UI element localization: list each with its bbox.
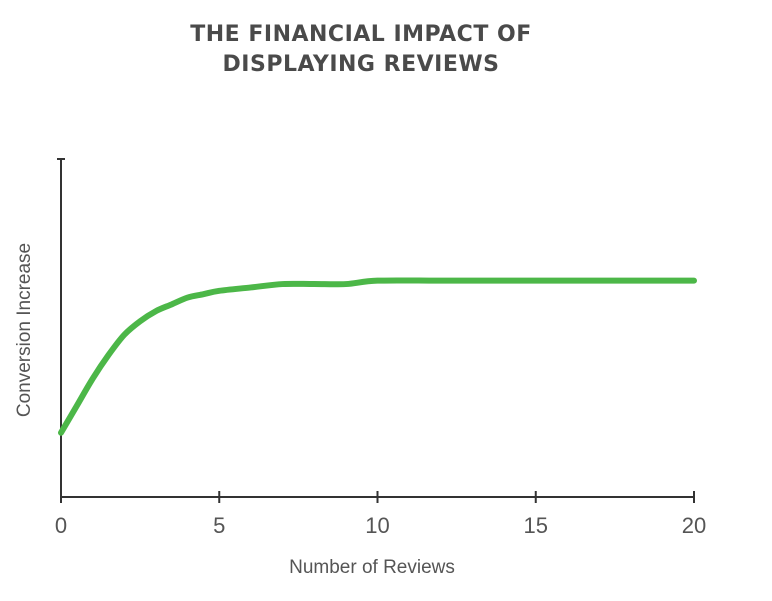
chart-title: THE FINANCIAL IMPACT OF DISPLAYING REVIE… — [0, 20, 722, 80]
x-tick-label: 20 — [682, 513, 706, 538]
x-tick-label: 15 — [524, 513, 548, 538]
axes — [57, 158, 694, 498]
chart-title-line-2: DISPLAYING REVIEWS — [222, 52, 500, 77]
series-line — [58, 277, 697, 436]
x-tick-label: 10 — [365, 513, 389, 538]
series-group — [58, 277, 697, 436]
y-axis-label: Conversion Increase — [14, 242, 35, 418]
x-tick-label: 0 — [55, 513, 67, 538]
x-tick-label: 5 — [213, 513, 225, 538]
x-ticks: 0 5 10 15 20 — [55, 491, 706, 538]
x-axis-label: Number of Reviews — [289, 557, 455, 578]
chart-title-line-1: THE FINANCIAL IMPACT OF — [190, 22, 532, 47]
